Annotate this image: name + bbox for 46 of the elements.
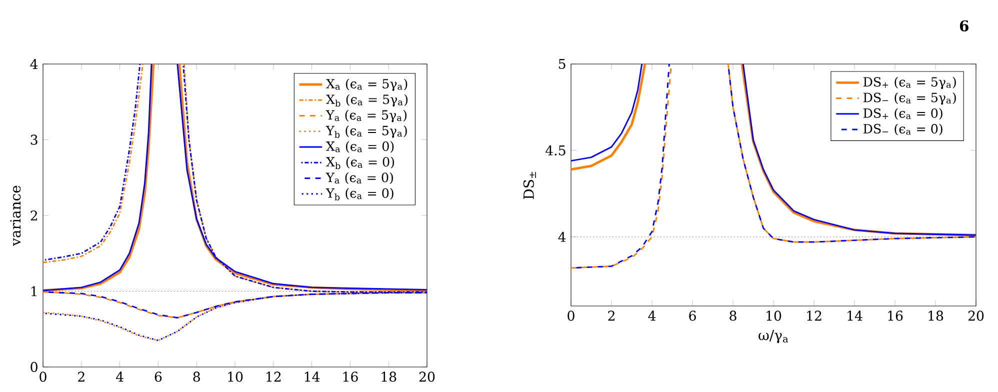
legend-label: Y$_{b}$ (ϵ$_{a}$ = 5γ$_{a}$) bbox=[326, 126, 407, 138]
y-tick-label: 4 bbox=[558, 232, 566, 242]
x-tick-label: 6 bbox=[689, 310, 696, 321]
y-tick-label: 1 bbox=[31, 286, 36, 296]
x-tick-label: 8 bbox=[730, 310, 736, 321]
x-tick-label: 16 bbox=[888, 310, 903, 321]
legend-label: Y$_{a}$ (ϵ$_{a}$ = 0) bbox=[326, 172, 393, 184]
legend-label: DS$_{+}$ (ϵ$_{a}$ = 5γ$_{a}$) bbox=[863, 76, 956, 90]
x-tick-label: 12 bbox=[266, 372, 281, 382]
x-tick-label: 20 bbox=[419, 372, 435, 382]
x-tick-label: 16 bbox=[343, 372, 358, 382]
y-tick-label: 5 bbox=[558, 59, 566, 69]
x-tick-label: 0 bbox=[40, 372, 46, 382]
y-tick-label: 4.5 bbox=[546, 145, 566, 156]
text: 6 bbox=[960, 20, 968, 32]
legend-label: X$_{a}$ (ϵ$_{a}$ = 0) bbox=[326, 141, 394, 153]
x-tick-label: 18 bbox=[382, 372, 396, 382]
x-axis-title: ω/γ$_{a}$ bbox=[758, 330, 788, 344]
x-tick-label: 10 bbox=[766, 310, 782, 321]
legend-label: DS$_{+}$ (ϵ$_{a}$ = 0) bbox=[863, 108, 942, 120]
y-tick-label: 2 bbox=[30, 210, 37, 220]
x-tick-label: 14 bbox=[304, 372, 320, 382]
x-tick-label: 8 bbox=[193, 372, 200, 382]
legend-label: X$_{b}$ (ϵ$_{a}$ = 0) bbox=[326, 156, 394, 170]
legend-label: Y$_{a}$ (ϵ$_{a}$ = 5γ$_{a}$) bbox=[326, 110, 406, 122]
y-tick-label: 3 bbox=[30, 134, 38, 145]
x-tick-label: 12 bbox=[807, 310, 822, 321]
x-tick-label: 2 bbox=[78, 372, 84, 382]
legend-label: DS$_{−}$ (ϵ$_{a}$ = 0) bbox=[863, 124, 942, 136]
x-tick-label: 0 bbox=[568, 310, 574, 321]
x-tick-label: 10 bbox=[228, 372, 243, 382]
x-tick-label: 2 bbox=[608, 310, 614, 321]
y-axis-title: variance bbox=[10, 186, 21, 246]
legend-label: X$_{b}$ (ϵ$_{a}$ = 5γ$_{a}$) bbox=[326, 94, 408, 107]
legend-label: DS$_{−}$ (ϵ$_{a}$ = 5γ$_{a}$) bbox=[863, 92, 956, 105]
legend-label: X$_{a}$ (ϵ$_{a}$ = 5γ$_{a}$) bbox=[326, 78, 408, 91]
x-tick-label: 6 bbox=[154, 372, 162, 382]
y-tick-label: 4 bbox=[30, 59, 38, 69]
y-tick-label: 0 bbox=[30, 362, 38, 372]
y-axis-title: DS$_{±}$ bbox=[523, 172, 536, 200]
x-tick-label: 4 bbox=[648, 310, 656, 321]
x-tick-label: 18 bbox=[928, 310, 944, 321]
x-tick-label: 20 bbox=[968, 310, 984, 321]
x-tick-label: 4 bbox=[116, 372, 124, 382]
legend-label: Y$_{b}$ (ϵ$_{a}$ = 0) bbox=[326, 188, 394, 200]
x-tick-label: 14 bbox=[848, 310, 862, 321]
